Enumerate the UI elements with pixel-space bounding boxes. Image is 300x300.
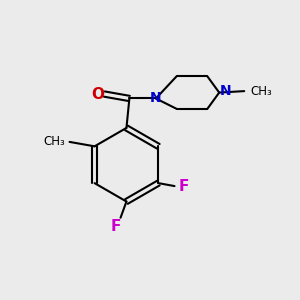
Text: N: N xyxy=(220,84,232,98)
Text: CH₃: CH₃ xyxy=(251,85,272,98)
Text: CH₃: CH₃ xyxy=(44,135,65,148)
Text: F: F xyxy=(178,178,188,194)
Text: F: F xyxy=(111,219,121,234)
Text: N: N xyxy=(150,92,162,106)
Text: O: O xyxy=(92,87,104,102)
